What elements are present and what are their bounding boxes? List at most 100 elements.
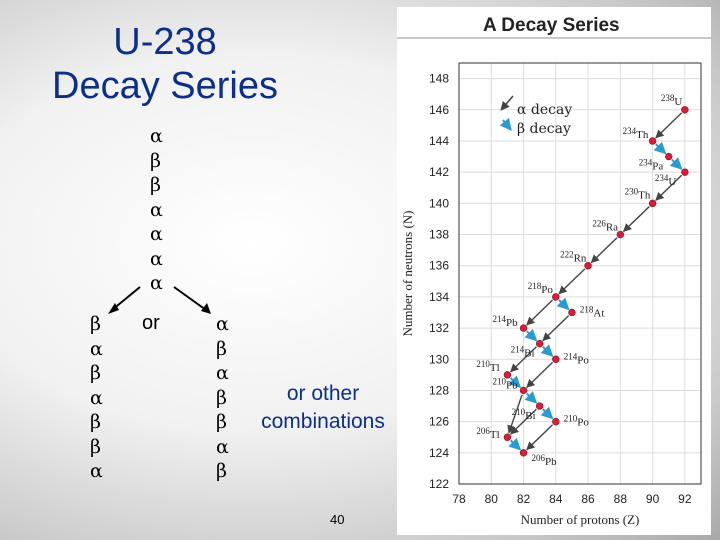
right-branch-beta-6: β bbox=[216, 460, 227, 482]
title-line-1: U-238 bbox=[113, 21, 217, 63]
nuclide-mass: 218 bbox=[580, 304, 594, 314]
x-tick-label: 80 bbox=[485, 492, 499, 506]
y-tick-label: 138 bbox=[429, 228, 449, 242]
nuclide-label-214Po: 214Po bbox=[564, 351, 590, 366]
alpha-decay-arrow-226Ra-222Rn bbox=[590, 237, 618, 264]
nuclide-points: 238U234Th234Pa234U230Th226Ra222Rn218Po21… bbox=[476, 93, 689, 468]
nuclide-point-222Rn bbox=[584, 262, 592, 270]
decay-arrows bbox=[507, 112, 683, 451]
nuclide-mass: 214 bbox=[493, 314, 507, 324]
x-tick-label: 84 bbox=[549, 492, 563, 506]
nuclide-element: Pb bbox=[545, 456, 557, 468]
nuclide-point-214Bi bbox=[535, 339, 544, 348]
nuclide-element: Pb bbox=[506, 379, 518, 391]
nuclide-element: U bbox=[674, 96, 682, 108]
nuclide-point-210Tl bbox=[503, 371, 512, 379]
legend-alpha-arrow bbox=[500, 95, 514, 111]
alpha-decay-arrow-234U-230Th bbox=[655, 174, 683, 201]
alpha-decay-arrow-214Po-210Pb bbox=[526, 361, 554, 388]
y-tick-label: 124 bbox=[429, 446, 449, 460]
nuclide-mass: 226 bbox=[592, 219, 606, 229]
nuclide-point-234Pa bbox=[665, 152, 673, 161]
beta-decay-arrow-218Po-218At bbox=[556, 297, 570, 311]
other-line-2: combinations bbox=[261, 410, 385, 433]
nuclide-mass: 206 bbox=[476, 426, 490, 436]
nuclide-label-238U: 238U bbox=[661, 93, 683, 108]
nuclide-label-210Bi: 210Bi bbox=[512, 407, 536, 422]
nuclide-label-222Rn: 222Rn bbox=[560, 250, 587, 265]
branch-arrowhead-left bbox=[108, 303, 119, 314]
slide-title: U-238 Decay Series bbox=[40, 20, 290, 108]
main-sequence-alpha-0: α bbox=[150, 125, 163, 147]
nuclide-point-210Bi bbox=[535, 402, 544, 410]
nuclide-label-234Th: 234Th bbox=[623, 126, 649, 141]
nuclide-label-214Pb: 214Pb bbox=[493, 314, 519, 329]
nuclide-mass: 238 bbox=[661, 93, 675, 103]
nuclide-label-206Tl: 206Tl bbox=[476, 426, 499, 441]
nuclide-label-234Pa: 234Pa bbox=[639, 158, 664, 173]
nuclide-label-214Bi: 214Bi bbox=[511, 345, 535, 360]
nuclide-point-234U bbox=[681, 168, 689, 176]
nuclide-point-218At bbox=[568, 308, 576, 317]
axis-ticks: 78 80 82 84 86 88 90 92 122 124 126 128 130 132 134 136… bbox=[429, 72, 692, 506]
nuclide-element: Ra bbox=[606, 222, 618, 234]
nuclide-point-214Pb bbox=[519, 324, 528, 332]
nuclide-element: U bbox=[668, 176, 676, 188]
right-branch-alpha-2: α bbox=[216, 362, 229, 384]
legend-beta-arrow bbox=[499, 117, 512, 131]
y-tick-label: 122 bbox=[429, 477, 449, 491]
nuclide-mass: 218 bbox=[528, 281, 542, 291]
nuclide-point-234Th bbox=[648, 137, 657, 145]
nuclide-mass: 210 bbox=[493, 376, 507, 386]
beta-decay-arrow-206Tl-206Pb bbox=[508, 437, 522, 451]
nuclide-element: Th bbox=[636, 129, 649, 141]
nuclide-point-210Po bbox=[552, 417, 560, 426]
chart-title-rule bbox=[397, 37, 711, 39]
nuclide-mass: 210 bbox=[564, 414, 578, 424]
legend-beta-label: β decay bbox=[517, 121, 571, 137]
right-branch-alpha-0: α bbox=[216, 313, 229, 335]
nuclide-element: Pa bbox=[652, 161, 663, 173]
nuclide-label-210Tl: 210Tl bbox=[476, 359, 499, 374]
alpha-decay-arrow-214Bi-210Tl bbox=[510, 346, 537, 373]
left-branch-beta-0: β bbox=[90, 313, 101, 335]
left-branch-beta-5: β bbox=[90, 435, 101, 458]
nuclide-mass: 222 bbox=[560, 250, 574, 260]
y-tick-label: 148 bbox=[429, 72, 449, 86]
y-tick-label: 130 bbox=[429, 352, 449, 366]
left-branch-beta-2: β bbox=[90, 362, 101, 384]
left-branch-alpha-6: α bbox=[90, 460, 103, 482]
plot-frame bbox=[458, 62, 702, 485]
nuclide-element: Tl bbox=[490, 429, 500, 441]
right-branch-beta-3: β bbox=[216, 386, 227, 409]
nuclide-point-218Po bbox=[552, 293, 560, 301]
nuclide-mass: 206 bbox=[532, 453, 546, 463]
nuclide-point-206Pb bbox=[519, 449, 528, 457]
alpha-decay-arrow-218Po-214Pb bbox=[526, 299, 554, 326]
nuclide-label-210Pb: 210Pb bbox=[493, 376, 519, 391]
alpha-decay-arrow-210Bi-206Tl bbox=[510, 408, 537, 435]
beta-decay-arrow-210Bi-210Po bbox=[540, 406, 554, 420]
or-label: or bbox=[142, 312, 160, 334]
nuclide-label-218Po: 218Po bbox=[528, 281, 554, 296]
nuclide-label-206Pb: 206Pb bbox=[532, 453, 558, 468]
nuclide-mass: 214 bbox=[564, 351, 578, 361]
nuclide-point-214Po bbox=[552, 355, 560, 363]
main-sequence-beta-2: β bbox=[150, 174, 161, 196]
nuclide-mass: 234 bbox=[639, 158, 653, 168]
nuclide-point-226Ra bbox=[616, 230, 625, 239]
nuclide-label-218At: 218At bbox=[580, 304, 605, 319]
branch-arrow-right bbox=[173, 286, 207, 311]
beta-decay-arrow-214Bi-214Po bbox=[540, 344, 554, 357]
beta-decay-arrow-234Pa-234U bbox=[669, 157, 683, 170]
y-tick-label: 126 bbox=[429, 415, 449, 429]
main-sequence-alpha-5: α bbox=[150, 247, 163, 270]
nuclide-element: Rn bbox=[574, 253, 587, 265]
y-tick-label: 134 bbox=[429, 290, 449, 304]
x-tick-label: 86 bbox=[581, 492, 595, 506]
main-sequence-alpha-4: α bbox=[150, 223, 163, 245]
y-tick-label: 142 bbox=[429, 165, 449, 179]
